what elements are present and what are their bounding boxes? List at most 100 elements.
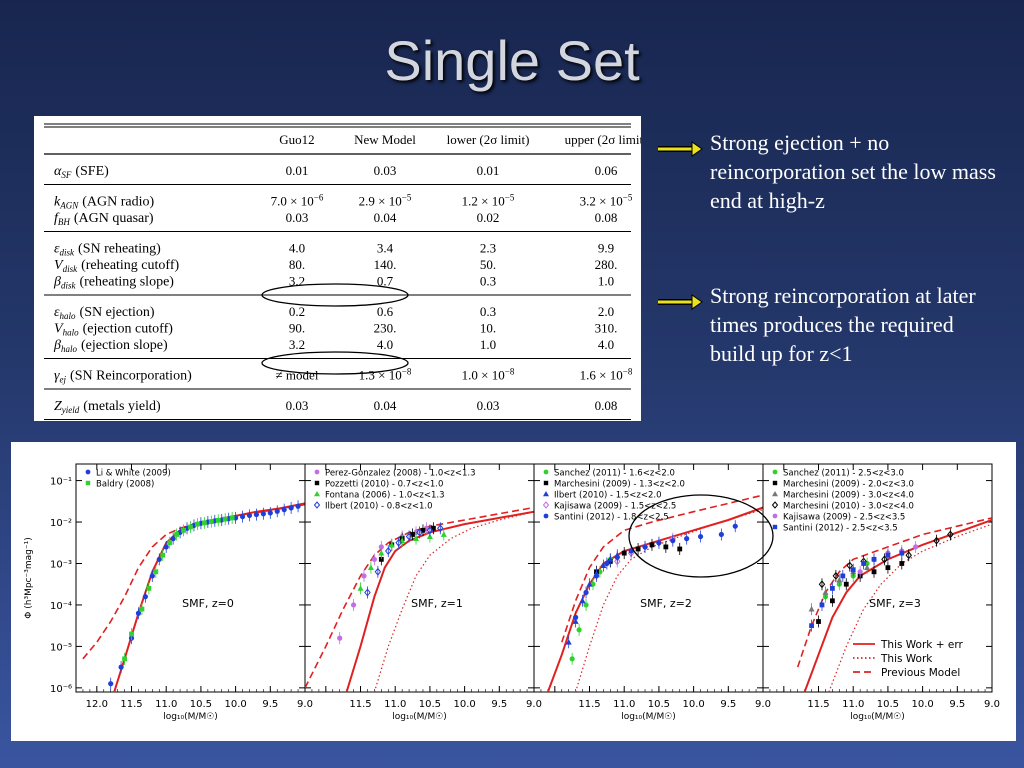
table-cell: 9.9 xyxy=(598,241,614,256)
data-point xyxy=(579,597,586,604)
data-point xyxy=(149,573,155,579)
x-tick-label: 9.5 xyxy=(949,699,965,710)
data-point xyxy=(350,602,357,608)
data-point xyxy=(163,544,169,550)
data-point xyxy=(850,567,856,573)
legend-marker xyxy=(543,491,549,497)
data-point xyxy=(565,639,572,645)
table-cell-value: 9.9 xyxy=(598,241,614,256)
y-tick-label: 10⁻⁶ xyxy=(50,684,72,695)
data-point xyxy=(281,507,287,513)
parameter-description: (SN reheating) xyxy=(78,242,161,257)
data-point xyxy=(440,531,447,537)
data-point xyxy=(420,527,426,533)
legend-marker xyxy=(313,501,321,509)
x-tick-label: 10.0 xyxy=(911,699,933,710)
table-cell-value: 1.0 xyxy=(598,274,614,289)
x-tick-label: 10.0 xyxy=(682,699,704,710)
table-header: New Model xyxy=(354,132,416,147)
smf-chart: Φ (h³Mpc⁻³mag⁻¹) 10⁻¹ 10⁻² 10⁻³ 10⁻⁴ 10⁻⁵ 10⁻⁶… xyxy=(24,463,1000,722)
table-cell-value: 0.03 xyxy=(477,398,500,413)
x-tick-label: 11.0 xyxy=(613,699,635,710)
table-cell: 0.7 xyxy=(377,274,394,289)
table-cell-value: 2.0 xyxy=(598,304,614,319)
table-cell-value: 1.0 × 10 xyxy=(462,368,505,383)
parameter-subscript: disk xyxy=(63,264,79,274)
table-cell-value: 0.03 xyxy=(374,163,397,178)
table-cell-value: 0.08 xyxy=(595,398,618,413)
table-cell-value: 0.3 xyxy=(480,304,496,319)
data-point xyxy=(816,619,821,624)
legend-marker xyxy=(772,491,778,497)
data-point xyxy=(215,517,221,523)
parameter-symbol: γ xyxy=(54,369,60,384)
x-tick-label: 10.0 xyxy=(453,699,475,710)
data-point xyxy=(388,541,395,548)
table-cell-value: 0.7 xyxy=(377,274,394,289)
parameter-symbol: V xyxy=(54,258,64,273)
table-cell: 0.2 xyxy=(289,304,305,319)
table-cell: 310. xyxy=(595,321,618,336)
table-cell-value: 0.3 xyxy=(480,274,496,289)
table-cell-exponent: −8 xyxy=(623,367,633,377)
table-cell-value: 0.2 xyxy=(289,304,305,319)
previous-model-line xyxy=(561,494,763,643)
table-cell-value: 0.02 xyxy=(477,210,500,225)
parameter-description: (metals yield) xyxy=(83,399,161,414)
legend-entry: Kajisawa (2009) - 2.5<z<3.5 xyxy=(783,513,905,523)
data-point xyxy=(208,519,214,525)
data-point xyxy=(576,627,582,633)
data-point xyxy=(201,520,207,526)
data-point xyxy=(260,511,266,517)
x-tick-label: 10.5 xyxy=(648,699,670,710)
table-cell: 10. xyxy=(480,321,496,336)
table-cell-value: 1.2 × 10 xyxy=(462,194,505,209)
data-point xyxy=(593,573,600,579)
parameter-symbol: β xyxy=(53,275,61,290)
data-point xyxy=(129,631,134,637)
data-point xyxy=(430,525,436,531)
data-point xyxy=(364,588,371,597)
parameter-subscript: disk xyxy=(60,248,76,258)
x-tick-label: 9.0 xyxy=(755,699,771,710)
legend-marker xyxy=(543,480,549,486)
table-cell-value: 1.0 xyxy=(480,337,496,352)
data-point xyxy=(583,602,589,608)
x-tick-label: 11.5 xyxy=(349,699,371,710)
table-cell-value: 1.3 × 10 xyxy=(359,368,402,383)
data-point xyxy=(732,523,738,529)
table-cell-value: 0.6 xyxy=(377,304,394,319)
x-tick-label: 11.0 xyxy=(155,699,177,710)
table-header: upper (2σ limit) xyxy=(565,132,641,147)
legend-marker xyxy=(771,501,779,509)
table-cell: 4.0 xyxy=(598,337,614,352)
legend-entry: Kajisawa (2009) - 1.5<z<2.5 xyxy=(554,502,676,512)
data-point xyxy=(569,656,575,662)
data-point xyxy=(861,561,867,566)
legend-marker xyxy=(314,491,320,497)
parameter-subscript: yield xyxy=(61,405,80,415)
data-point xyxy=(843,581,849,587)
x-axis-label: log₁₀(M/M☉) xyxy=(850,712,905,722)
table-cell-value: 90. xyxy=(289,321,305,336)
previous-model-line xyxy=(305,506,534,689)
legend-entry: Sanchez (2011) - 2.5<z<3.0 xyxy=(783,469,904,479)
parameter-label: εhalo (SN ejection) xyxy=(54,305,155,321)
table-cell: ≠ model xyxy=(276,368,319,383)
data-point xyxy=(146,585,152,591)
table-cell-value: 0.01 xyxy=(286,163,309,178)
x-tick-label: 9.5 xyxy=(262,699,278,710)
table-cell-exponent: −5 xyxy=(623,193,633,203)
legend-marker xyxy=(85,480,91,486)
legend-marker xyxy=(543,513,549,519)
x-tick-label: 9.0 xyxy=(297,699,313,710)
x-axis-label: log₁₀(M/M☉) xyxy=(621,712,676,722)
note-ejection: Strong ejection + no reincorporation set… xyxy=(710,130,996,213)
table-cell-value: 3.4 xyxy=(377,241,394,256)
parameter-label: αSF (SFE) xyxy=(54,164,109,180)
data-point xyxy=(822,589,829,595)
parameter-description: (ejection slope) xyxy=(81,338,168,353)
smf-figure: Φ (h³Mpc⁻³mag⁻¹) 10⁻¹ 10⁻² 10⁻³ 10⁻⁴ 10⁻⁵ 10⁻⁶… xyxy=(11,442,1016,741)
y-tick-label: 10⁻⁴ xyxy=(50,601,72,612)
table-cell: 0.04 xyxy=(374,210,397,225)
